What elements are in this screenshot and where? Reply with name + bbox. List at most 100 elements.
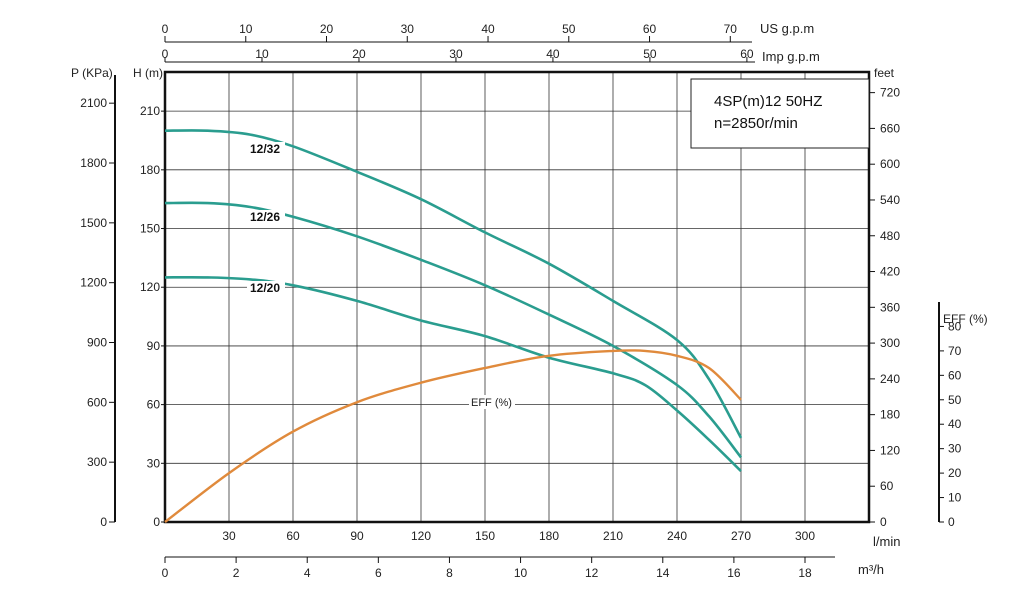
pressure-tick-label: 900	[87, 336, 107, 350]
y-tick-label: 180	[140, 163, 160, 177]
pressure-tick-label: 1500	[80, 216, 107, 230]
eff-label-bg	[469, 395, 515, 409]
y-tick-label: 30	[147, 456, 161, 470]
efficiency-curve	[164, 349, 742, 523]
eff-tick-label: 30	[948, 442, 962, 456]
feet-axis-unit: feet	[874, 66, 895, 80]
feet-tick-label: 660	[880, 121, 900, 135]
curve-label: 12/32	[250, 142, 280, 156]
curve-label: 12/20	[250, 281, 280, 295]
imp-gpm-tick-label: 60	[740, 47, 754, 61]
feet-tick-label: 360	[880, 300, 900, 314]
x-tick-label: 300	[795, 529, 815, 543]
us-gpm-tick-label: 50	[562, 22, 576, 36]
feet-tick-label: 720	[880, 86, 900, 100]
imp-gpm-tick-label: 50	[643, 47, 657, 61]
x-tick-label: 60	[286, 529, 300, 543]
imp-gpm-tick-label: 30	[449, 47, 463, 61]
imp-gpm-axis-unit: Imp g.p.m	[762, 49, 820, 64]
feet-tick-label: 0	[880, 515, 887, 529]
curve-label-bg	[247, 281, 285, 296]
eff-tick-label: 40	[948, 417, 962, 431]
y-axis-unit: H (m)	[133, 66, 163, 80]
eff-tick-label: 60	[948, 368, 962, 382]
feet-tick-label: 240	[880, 372, 900, 386]
x-tick-label: 180	[539, 529, 559, 543]
eff-tick-label: 80	[948, 319, 962, 333]
y-tick-label: 210	[140, 104, 160, 118]
us-gpm-tick-label: 0	[162, 22, 169, 36]
y-tick-label: 90	[147, 339, 161, 353]
curve-label-bg	[247, 142, 285, 157]
plot-frame	[163, 70, 871, 524]
chart-labels: 12/32 12/26 12/20 EFF (%)	[247, 142, 515, 409]
info-model: 4SP(m)12 50HZ	[714, 93, 822, 110]
m3h-tick-label: 4	[304, 566, 311, 580]
chart-axes: 30 60 90 120 150 180 210 240 270 300 l/min03060901…	[71, 21, 988, 580]
eff-tick-label: 20	[948, 466, 962, 480]
pressure-tick-label: 0	[100, 515, 107, 529]
m3h-tick-label: 16	[727, 566, 741, 580]
eff-tick-label: 0	[948, 515, 955, 529]
us-gpm-tick-label: 20	[320, 22, 334, 36]
y-tick-label: 60	[147, 398, 161, 412]
x-tick-label: 150	[475, 529, 495, 543]
m3h-tick-label: 10	[514, 566, 528, 580]
pressure-axis-unit: P (KPa)	[71, 66, 113, 80]
us-gpm-tick-label: 40	[481, 22, 495, 36]
x-tick-label: 210	[603, 529, 623, 543]
eff-tick-label: 50	[948, 393, 962, 407]
eff-tick-label: 70	[948, 344, 962, 358]
eff-curve-label: EFF (%)	[471, 397, 512, 409]
imp-gpm-tick-label: 0	[162, 47, 169, 61]
feet-tick-label: 120	[880, 443, 900, 457]
y-tick-label: 120	[140, 280, 160, 294]
head-curve-12-26	[164, 201, 743, 459]
imp-gpm-tick-label: 20	[352, 47, 366, 61]
m3h-tick-label: 12	[585, 566, 599, 580]
pressure-tick-label: 1200	[80, 276, 107, 290]
feet-tick-label: 600	[880, 157, 900, 171]
feet-tick-label: 180	[880, 408, 900, 422]
m3h-axis-unit: m³/h	[858, 562, 884, 577]
y-tick-label: 0	[153, 515, 160, 529]
x-tick-label: 30	[222, 529, 236, 543]
m3h-tick-label: 14	[656, 566, 670, 580]
us-gpm-tick-label: 60	[643, 22, 657, 36]
x-tick-label: 120	[411, 529, 431, 543]
us-gpm-tick-label: 30	[401, 22, 415, 36]
info-speed: n=2850r/min	[714, 115, 798, 132]
x-tick-label: 90	[350, 529, 364, 543]
m3h-tick-label: 6	[375, 566, 382, 580]
x-tick-label: 270	[731, 529, 751, 543]
eff-tick-label: 10	[948, 491, 962, 505]
feet-tick-label: 60	[880, 479, 894, 493]
feet-tick-label: 540	[880, 193, 900, 207]
m3h-tick-label: 8	[446, 566, 453, 580]
imp-gpm-tick-label: 40	[546, 47, 560, 61]
m3h-tick-label: 18	[798, 566, 812, 580]
head-curve-12-20	[164, 275, 742, 473]
curve-label-bg	[247, 210, 285, 225]
pressure-tick-label: 300	[87, 455, 107, 469]
us-gpm-tick-label: 70	[724, 22, 738, 36]
chart-curves	[164, 129, 743, 523]
feet-tick-label: 420	[880, 265, 900, 279]
info-box: 4SP(m)12 50HZ n=2850r/min	[690, 78, 870, 149]
head-curve-12-32	[164, 129, 743, 439]
curve-label: 12/26	[250, 210, 280, 224]
x-axis-unit: l/min	[873, 534, 900, 549]
imp-gpm-tick-label: 10	[255, 47, 269, 61]
y-tick-label: 150	[140, 222, 160, 236]
us-gpm-tick-label: 10	[239, 22, 253, 36]
m3h-tick-label: 2	[233, 566, 240, 580]
x-tick-label: 240	[667, 529, 687, 543]
pressure-tick-label: 1800	[80, 156, 107, 170]
feet-tick-label: 480	[880, 229, 900, 243]
pressure-tick-label: 2100	[80, 96, 107, 110]
eff-axis-unit: EFF (%)	[943, 312, 988, 326]
pressure-tick-label: 600	[87, 395, 107, 409]
feet-tick-label: 300	[880, 336, 900, 350]
us-gpm-axis-unit: US g.p.m	[760, 21, 814, 36]
